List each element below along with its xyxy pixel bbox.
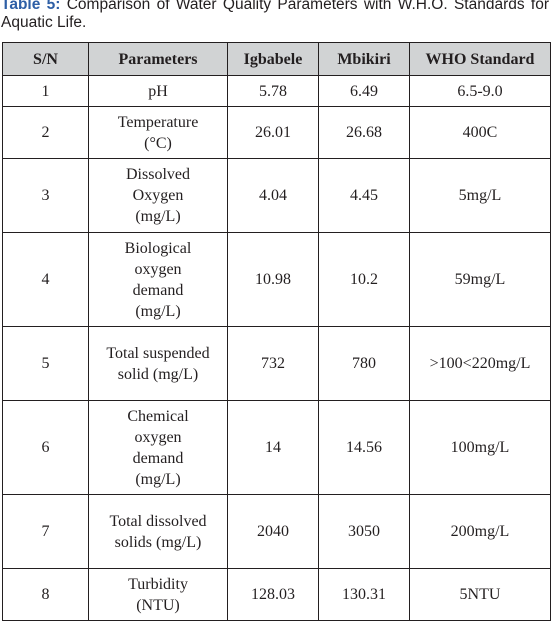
header-parameters: Parameters [88,42,228,76]
table-row: 8 Turbidity (NTU) 128.03 130.31 5NTU [2,568,551,621]
cell-parameter: Temperature (°C) [88,106,228,159]
cell-parameter-text: Biological oxygen demand (mg/L) [124,239,192,320]
cell-parameter-text: Total dissolved solids (mg/L) [109,512,207,551]
cell-parameter: pH [88,75,228,107]
cell-parameter: Total dissolved solids (mg/L) [88,494,228,569]
cell-mbikiri: 780 [318,326,410,401]
header-row: S/N Parameters Igbabele Mbikiri WHO Stan… [2,42,551,76]
cell-igbabele: 26.01 [227,106,319,159]
cell-who-standard: 400C [409,106,551,159]
table-row: 1 pH 5.78 6.49 6.5-9.0 [2,75,551,107]
cell-parameter: Biological oxygen demand (mg/L) [88,232,228,327]
cell-sn: 6 [2,400,89,495]
table-caption: Table 5: Comparison of Water Quality Par… [1,0,549,32]
cell-parameter-text: Dissolved Oxygen (mg/L) [126,166,190,225]
cell-mbikiri: 3050 [318,494,410,569]
cell-igbabele: 5.78 [227,75,319,107]
cell-parameter: Turbidity (NTU) [88,568,228,621]
cell-sn: 4 [2,232,89,327]
table-row: 5 Total suspended solid (mg/L) 732 780 >… [2,326,551,401]
cell-who-standard: 6.5-9.0 [409,75,551,107]
table-row: 6 Chemical oxygen demand (mg/L) 14 14.56… [2,400,551,495]
cell-parameter-text: Temperature (°C) [117,113,199,152]
cell-sn: 2 [2,106,89,159]
cell-parameter-text: Chemical oxygen demand (mg/L) [127,407,189,488]
cell-mbikiri: 130.31 [318,568,410,621]
cell-who-standard: 5mg/L [409,158,551,233]
water-quality-table: S/N Parameters Igbabele Mbikiri WHO Stan… [2,42,551,621]
cell-mbikiri: 4.45 [318,158,410,233]
cell-who-standard: 100mg/L [409,400,551,495]
caption-label: Table 5: [1,0,61,13]
cell-igbabele: 14 [227,400,319,495]
cell-igbabele: 128.03 [227,568,319,621]
cell-mbikiri: 26.68 [318,106,410,159]
header-mbikiri: Mbikiri [318,42,410,76]
cell-sn: 3 [2,158,89,233]
cell-sn: 7 [2,494,89,569]
cell-parameter-text: Total suspended solid (mg/L) [106,344,210,383]
cell-sn: 1 [2,75,89,107]
cell-who-standard: 200mg/L [409,494,551,569]
cell-parameter: Chemical oxygen demand (mg/L) [88,400,228,495]
cell-mbikiri: 14.56 [318,400,410,495]
header-who-standard: WHO Standard [409,42,551,76]
cell-parameter-text: Turbidity (NTU) [128,575,188,614]
cell-who-standard: 59mg/L [409,232,551,327]
cell-parameter: Dissolved Oxygen (mg/L) [88,158,228,233]
table-row: 2 Temperature (°C) 26.01 26.68 400C [2,106,551,159]
cell-parameter: Total suspended solid (mg/L) [88,326,228,401]
cell-sn: 8 [2,568,89,621]
table-row: 3 Dissolved Oxygen (mg/L) 4.04 4.45 5mg/… [2,158,551,233]
cell-igbabele: 732 [227,326,319,401]
table-row: 7 Total dissolved solids (mg/L) 2040 305… [2,494,551,569]
cell-mbikiri: 10.2 [318,232,410,327]
caption-text: Comparison of Water Quality Parameters w… [1,0,550,31]
cell-who-standard: 5NTU [409,568,551,621]
header-sn: S/N [2,42,89,76]
cell-igbabele: 10.98 [227,232,319,327]
cell-igbabele: 4.04 [227,158,319,233]
cell-mbikiri: 6.49 [318,75,410,107]
cell-igbabele: 2040 [227,494,319,569]
table-row: 4 Biological oxygen demand (mg/L) 10.98 … [2,232,551,327]
cell-sn: 5 [2,326,89,401]
header-igbabele: Igbabele [227,42,319,76]
cell-who-standard: >100<220mg/L [409,326,551,401]
